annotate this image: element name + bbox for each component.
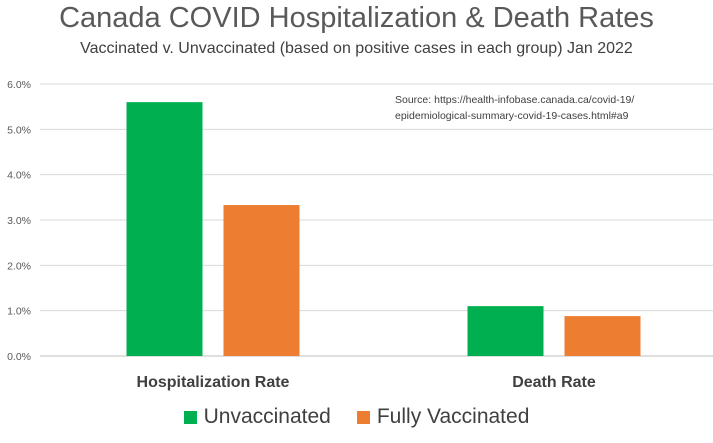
legend-item-unvaccinated: Unvaccinated bbox=[183, 405, 331, 429]
legend-swatch-unvaccinated bbox=[183, 410, 197, 424]
legend-label-unvaccinated: Unvaccinated bbox=[203, 405, 331, 428]
chart-subtitle: Vaccinated v. Unvaccinated (based on pos… bbox=[80, 40, 633, 57]
bars bbox=[126, 102, 641, 356]
y-tick-label: 1.0% bbox=[7, 306, 31, 318]
bar-unvaccinated-death-rate bbox=[467, 306, 544, 356]
x-tick-label: Death Rate bbox=[512, 374, 596, 391]
x-axis-ticks: Hospitalization Rate Death Rate bbox=[137, 374, 596, 391]
chart-title: Canada COVID Hospitalization & Death Rat… bbox=[59, 2, 654, 34]
y-tick-label: 3.0% bbox=[7, 215, 31, 227]
bar-fully-vaccinated-hospitalization-rate bbox=[223, 205, 300, 356]
bar-unvaccinated-hospitalization-rate bbox=[126, 102, 203, 356]
legend: Unvaccinated Fully Vaccinated bbox=[0, 405, 713, 429]
y-tick-label: 2.0% bbox=[7, 260, 31, 272]
x-tick-label: Hospitalization Rate bbox=[137, 374, 290, 391]
y-tick-label: 0.0% bbox=[7, 351, 31, 363]
source-annotation-line-1: Source: https://health-infobase.canada.c… bbox=[395, 94, 634, 106]
y-tick-label: 4.0% bbox=[7, 170, 31, 182]
legend-swatch-fully-vaccinated bbox=[356, 410, 370, 424]
bar-fully-vaccinated-death-rate bbox=[564, 316, 641, 356]
y-tick-label: 6.0% bbox=[7, 79, 31, 91]
source-annotation-line-2: epidemiological-summary-covid-19-cases.h… bbox=[395, 110, 629, 122]
y-axis-ticks: 0.0% 1.0% 2.0% 3.0% 4.0% 5.0% 6.0% bbox=[7, 79, 31, 363]
legend-item-fully-vaccinated: Fully Vaccinated bbox=[356, 405, 530, 429]
legend-label-fully-vaccinated: Fully Vaccinated bbox=[376, 405, 530, 428]
y-tick-label: 5.0% bbox=[7, 124, 31, 136]
